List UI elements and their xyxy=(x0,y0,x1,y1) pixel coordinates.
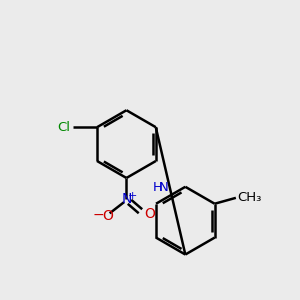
Text: O: O xyxy=(144,207,155,221)
Text: N: N xyxy=(122,192,132,206)
Text: CH₃: CH₃ xyxy=(237,191,262,204)
Text: O: O xyxy=(102,209,113,223)
Text: Cl: Cl xyxy=(58,121,70,134)
Text: +: + xyxy=(128,191,137,201)
Text: H: H xyxy=(152,182,162,194)
Text: −: − xyxy=(93,208,104,222)
Text: N: N xyxy=(159,182,169,194)
